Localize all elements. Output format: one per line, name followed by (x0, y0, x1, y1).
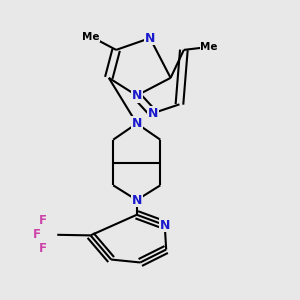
Text: F: F (39, 214, 47, 227)
Text: N: N (160, 219, 170, 232)
Text: Me: Me (82, 32, 100, 42)
Text: F: F (33, 228, 41, 241)
Text: Me: Me (200, 42, 218, 52)
Text: F: F (39, 242, 47, 255)
Text: N: N (132, 117, 142, 130)
Text: N: N (148, 107, 158, 120)
Text: N: N (132, 194, 142, 207)
Text: N: N (132, 89, 142, 102)
Text: N: N (145, 32, 155, 45)
